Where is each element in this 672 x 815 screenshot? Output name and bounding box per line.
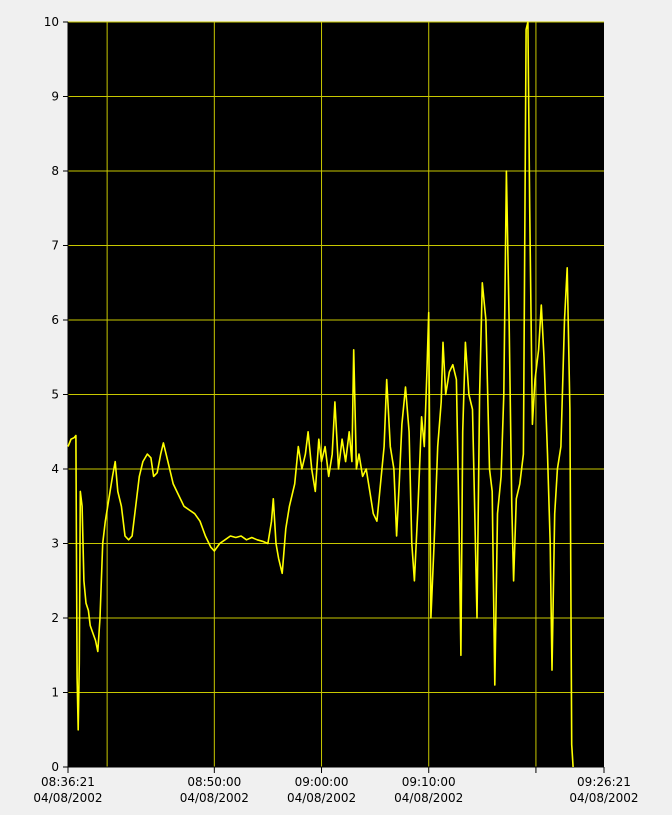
x-tick-date-label: 04/08/2002 bbox=[287, 791, 356, 805]
x-tick-date-label: 04/08/2002 bbox=[394, 791, 463, 805]
y-tick-label: 10 bbox=[44, 15, 59, 29]
y-tick-label: 4 bbox=[51, 462, 59, 476]
y-tick-label: 6 bbox=[51, 313, 59, 327]
x-tick-date-label: 04/08/2002 bbox=[180, 791, 249, 805]
series-line bbox=[67, 21, 574, 768]
y-axis-ticks: 0 1 2 3 4 5 6 7 8 9 10 bbox=[44, 15, 68, 774]
axes bbox=[64, 22, 604, 771]
x-tick-time-label: 09:10:00 bbox=[402, 775, 456, 789]
x-tick-time-label: 08:36:21 bbox=[41, 775, 95, 789]
y-tick-label: 3 bbox=[51, 537, 59, 551]
x-tick-date-label: 04/08/2002 bbox=[33, 791, 102, 805]
x-tick-time-label: 08:50:00 bbox=[187, 775, 241, 789]
y-tick-label: 7 bbox=[51, 239, 59, 253]
y-tick-label: 8 bbox=[51, 164, 59, 178]
y-tick-label: 9 bbox=[51, 90, 59, 104]
x-tick-time-label: 09:00:00 bbox=[295, 775, 349, 789]
y-tick-label: 0 bbox=[51, 760, 59, 774]
series-lines bbox=[67, 21, 574, 768]
x-tick-date-label: 04/08/2002 bbox=[569, 791, 638, 805]
y-tick-label: 5 bbox=[51, 388, 59, 402]
x-tick-time-label: 09:26:21 bbox=[577, 775, 631, 789]
y-tick-label: 1 bbox=[51, 686, 59, 700]
x-axis-ticks: 08:36:21 04/08/2002 08:50:00 04/08/2002 09:0… bbox=[33, 767, 639, 805]
y-tick-label: 2 bbox=[51, 611, 59, 625]
grid-lines bbox=[68, 21, 604, 767]
